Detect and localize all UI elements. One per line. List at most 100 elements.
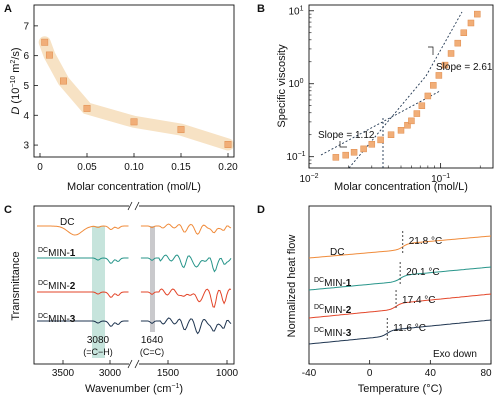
panel-d-label-dc: DC (330, 247, 344, 258)
panel-a-ytick-label: 5 (23, 81, 29, 92)
panel-b-y-ticks: 10−1 100 101 (286, 5, 314, 165)
panel-b-x-label: Molar concentration (mol/L) (334, 181, 468, 193)
panel-a-y-label-rest: m (10, 64, 22, 76)
panel-b-point (424, 92, 432, 100)
panel-b-point (441, 61, 449, 69)
panel-d-tg-label: 21.8 °C (409, 236, 442, 247)
panel-a-y-ticks: 3 4 5 6 7 (23, 21, 38, 152)
panel-c-ann-3080-assign: (=C−H) (83, 347, 113, 357)
panel-b-point (413, 110, 421, 117)
panel-a-points (41, 38, 232, 148)
panel-b-point (332, 154, 340, 161)
panel-a-y-label-exp2: 2 (10, 60, 17, 64)
panel-d-x-label: Temperature (°C) (358, 383, 442, 395)
panel-b-point (418, 102, 426, 109)
panel-c-spectrum-min1 (37, 254, 232, 273)
panel-c-tag: C (4, 204, 12, 216)
panel-b-point (342, 151, 349, 159)
panel-d-tg-label: 17.4 °C (402, 295, 435, 306)
panel-a-ytick-label: 3 (23, 141, 29, 152)
panel-c-label-dc: DC (60, 217, 74, 228)
panel-a-point (224, 141, 232, 148)
panel-d-tg-label: 20.1 °C (406, 267, 439, 278)
panel-a-xtick-label: 0 (37, 162, 43, 173)
panel-c-x-ticks: 3500 3000 1500 1000 (52, 360, 239, 379)
panel-b-point (430, 82, 437, 89)
panel-b-y-label: Specific viscosity (276, 44, 288, 128)
panel-d-y-label: Normalized heat flow (286, 235, 298, 338)
panel-b-xtick-label: 10−2 (299, 173, 318, 185)
panel-c-xtick-1000: 1000 (216, 368, 239, 379)
panel-b-point (350, 149, 358, 156)
panel-d-xtick-label: 40 (425, 368, 437, 379)
panel-c-ann-1640-assign: (C=C) (140, 347, 164, 357)
panel-b-ytick-label: 100 (288, 78, 303, 90)
panel-a-x-ticks: 0 0.05 0.10 0.15 0.20 (37, 153, 238, 173)
panel-d-frame (308, 205, 492, 365)
panel-b-point (377, 136, 384, 144)
panel-a-point (60, 77, 67, 85)
panel-b-tag: B (257, 3, 265, 15)
panel-b-slope-high-pointer (428, 46, 434, 55)
panel-b-point (387, 131, 395, 138)
panel-b-point (447, 50, 455, 57)
panel-b-point (408, 117, 415, 125)
panel-b-point (454, 39, 462, 47)
panel-b-slope-low-pointer (339, 141, 347, 148)
panel-a-trend-band (38, 36, 234, 151)
panel-c-spectrum-min3 (37, 317, 232, 335)
panel-c-ann-3080: 3080 (87, 335, 110, 346)
panel-c-x-label: Wavenumber (cm−1) (85, 383, 183, 395)
panel-a-ytick-label: 6 (23, 51, 29, 62)
panel-c-axis-break (127, 201, 140, 369)
panel-b-point (404, 121, 411, 129)
panel-c-spectra (37, 223, 232, 335)
panel-a-y-label-unit: (10 (10, 88, 22, 104)
panel-b-ytick-label: 101 (288, 5, 303, 17)
panel-a-point (130, 118, 138, 126)
panel-c-label-min1: DCMIN-1 (38, 247, 76, 259)
panel-d-xtick-label: 80 (480, 368, 492, 379)
panel-d-label-min2: DCMIN-2 (314, 304, 352, 316)
panel-d-curve-min2 (308, 293, 492, 319)
panel-b-point (460, 29, 468, 36)
panel-c-label-min2: DCMIN-2 (38, 280, 76, 292)
panel-a-ytick-label: 7 (23, 21, 29, 32)
panel-d-curve-min3 (308, 319, 492, 345)
panel-a-xtick-label: 0.10 (124, 162, 144, 173)
panel-d-tg-label: 11.6 °C (393, 323, 426, 334)
panel-b-fit-high (348, 11, 463, 169)
panel-b-point (435, 72, 443, 79)
panel-a-xtick-label: 0.20 (218, 162, 238, 173)
panel-c-xtick-3500: 3500 (52, 368, 75, 379)
panel-d-label-min3: DCMIN-3 (314, 327, 352, 339)
panel-a-point (177, 126, 185, 134)
panel-a-ytick-label: 4 (23, 111, 29, 122)
panel-b-point (368, 141, 376, 148)
panel-a-y-label-end: /s) (10, 47, 22, 59)
panel-b: B 10−2 10−1 10−1 100 101 Slope = 1.12 Slope… (257, 3, 494, 193)
panel-b-ytick-label: 10−1 (286, 151, 305, 163)
panel-b-point (397, 127, 405, 134)
panel-d-xtick-label: -40 (302, 368, 317, 379)
panel-a-y-label-main: D (10, 107, 22, 115)
panel-b-xtick-label: 10−1 (431, 173, 450, 185)
panel-a-y-label-exp: −10 (10, 76, 17, 88)
panel-a-point (41, 38, 49, 46)
panel-b-frame (308, 4, 494, 169)
panel-c-ann-1640: 1640 (141, 335, 164, 346)
panel-c-xtick-3000: 3000 (99, 368, 122, 379)
panel-c-spectrum-dc (37, 223, 232, 236)
panel-b-point (474, 10, 481, 18)
panel-d-tag: D (257, 204, 265, 216)
panel-c-band-1640 (150, 226, 155, 332)
panel-c-y-label: Transmittance (10, 251, 22, 320)
panel-c: C DC DCMIN-1 DCMIN-2 DCMIN-3 3080 (=C−H)… (4, 201, 239, 395)
panel-b-point (467, 19, 475, 27)
panel-d-label-min1: DCMIN-1 (314, 277, 352, 289)
panel-c-xtick-1500: 1500 (157, 368, 180, 379)
panel-a-point (45, 51, 53, 59)
panel-d-exo-note: Exo down (433, 349, 477, 360)
panel-a-y-label: D (10−10 m2/s) (10, 47, 22, 114)
panel-a-tag: A (4, 3, 12, 15)
